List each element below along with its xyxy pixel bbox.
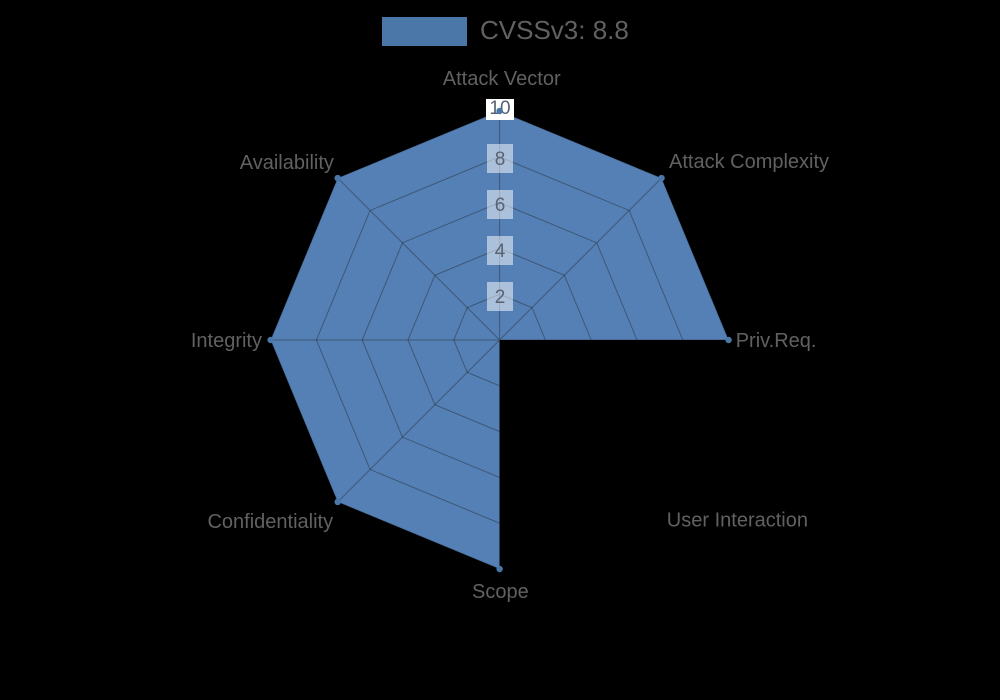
svg-text:Scope: Scope [472, 581, 529, 603]
svg-text:2: 2 [495, 287, 506, 308]
svg-text:Attack Vector: Attack Vector [443, 68, 561, 90]
svg-text:Integrity: Integrity [191, 330, 262, 352]
svg-text:8: 8 [495, 149, 506, 170]
svg-text:Confidentiality: Confidentiality [207, 511, 333, 533]
svg-text:CVSSv3: 8.8: CVSSv3: 8.8 [480, 15, 629, 45]
svg-text:4: 4 [495, 241, 506, 262]
svg-text:User Interaction: User Interaction [667, 509, 808, 531]
svg-text:6: 6 [495, 195, 506, 216]
svg-text:Attack Complexity: Attack Complexity [669, 151, 829, 173]
svg-text:Priv.Req.: Priv.Req. [736, 330, 817, 352]
svg-text:Availability: Availability [240, 152, 334, 174]
